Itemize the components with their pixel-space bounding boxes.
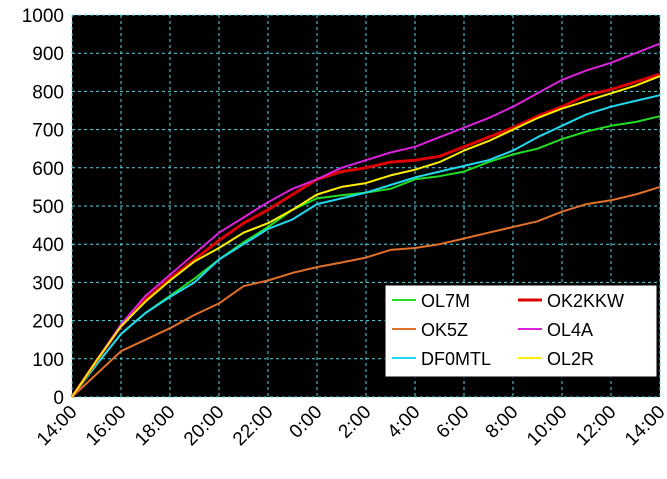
legend-label-df0mtl: DF0MTL [421,349,491,369]
y-tick-label: 500 [32,197,64,218]
x-tick-label: 10:00 [523,402,571,450]
x-tick-labels: 14:00 16:00 18:00 20:00 22:00 0:00 2:00 4:00 6:0… [33,402,667,450]
series-line-ok2kkw [70,72,661,398]
legend-label-ol2r: OL2R [547,349,594,369]
y-tick-label: 300 [32,273,64,294]
y-tick-label: 1000 [22,6,64,27]
series-line-ol4a [71,42,661,398]
series-line-df0mtl [71,94,661,398]
y-tick-label: 700 [32,121,64,142]
x-tick-label: 8:00 [482,402,523,443]
series-line-ok5z [71,185,661,398]
x-tick-label: 6:00 [433,402,474,443]
y-tick-label: 200 [32,312,64,333]
x-tick-label: 2:00 [335,402,376,443]
legend-label-ok2kkw: OK2KKW [547,291,624,311]
legend-label-ol7m: OL7M [421,291,470,311]
y-tick-label: 900 [32,44,64,65]
series-lines [70,42,661,398]
legend-label-ok5z: OK5Z [421,320,468,340]
series-line-ol2r [71,75,661,398]
x-tick-label: 22:00 [229,402,277,450]
x-tick-label: 20:00 [180,402,228,450]
x-tick-label: 0:00 [286,402,327,443]
legend: OL7M OK5Z DF0MTL OK2KKW OL4A OL2R [384,284,658,378]
y-tick-label: 800 [32,82,64,103]
y-tick-labels: 0 100 200 300 400 500 600 700 800 900 1000 [22,6,64,409]
x-tick-label: 14:00 [621,402,667,450]
y-tick-label: 100 [32,350,64,371]
y-tick-label: 600 [32,159,64,180]
y-tick-label: 400 [32,235,64,256]
y-tick-label: 0 [53,388,64,409]
legend-label-ol4a: OL4A [547,320,593,340]
x-tick-label: 18:00 [131,402,179,450]
x-tick-label: 12:00 [572,402,620,450]
x-tick-label: 4:00 [384,402,425,443]
x-tick-label: 16:00 [82,402,130,450]
